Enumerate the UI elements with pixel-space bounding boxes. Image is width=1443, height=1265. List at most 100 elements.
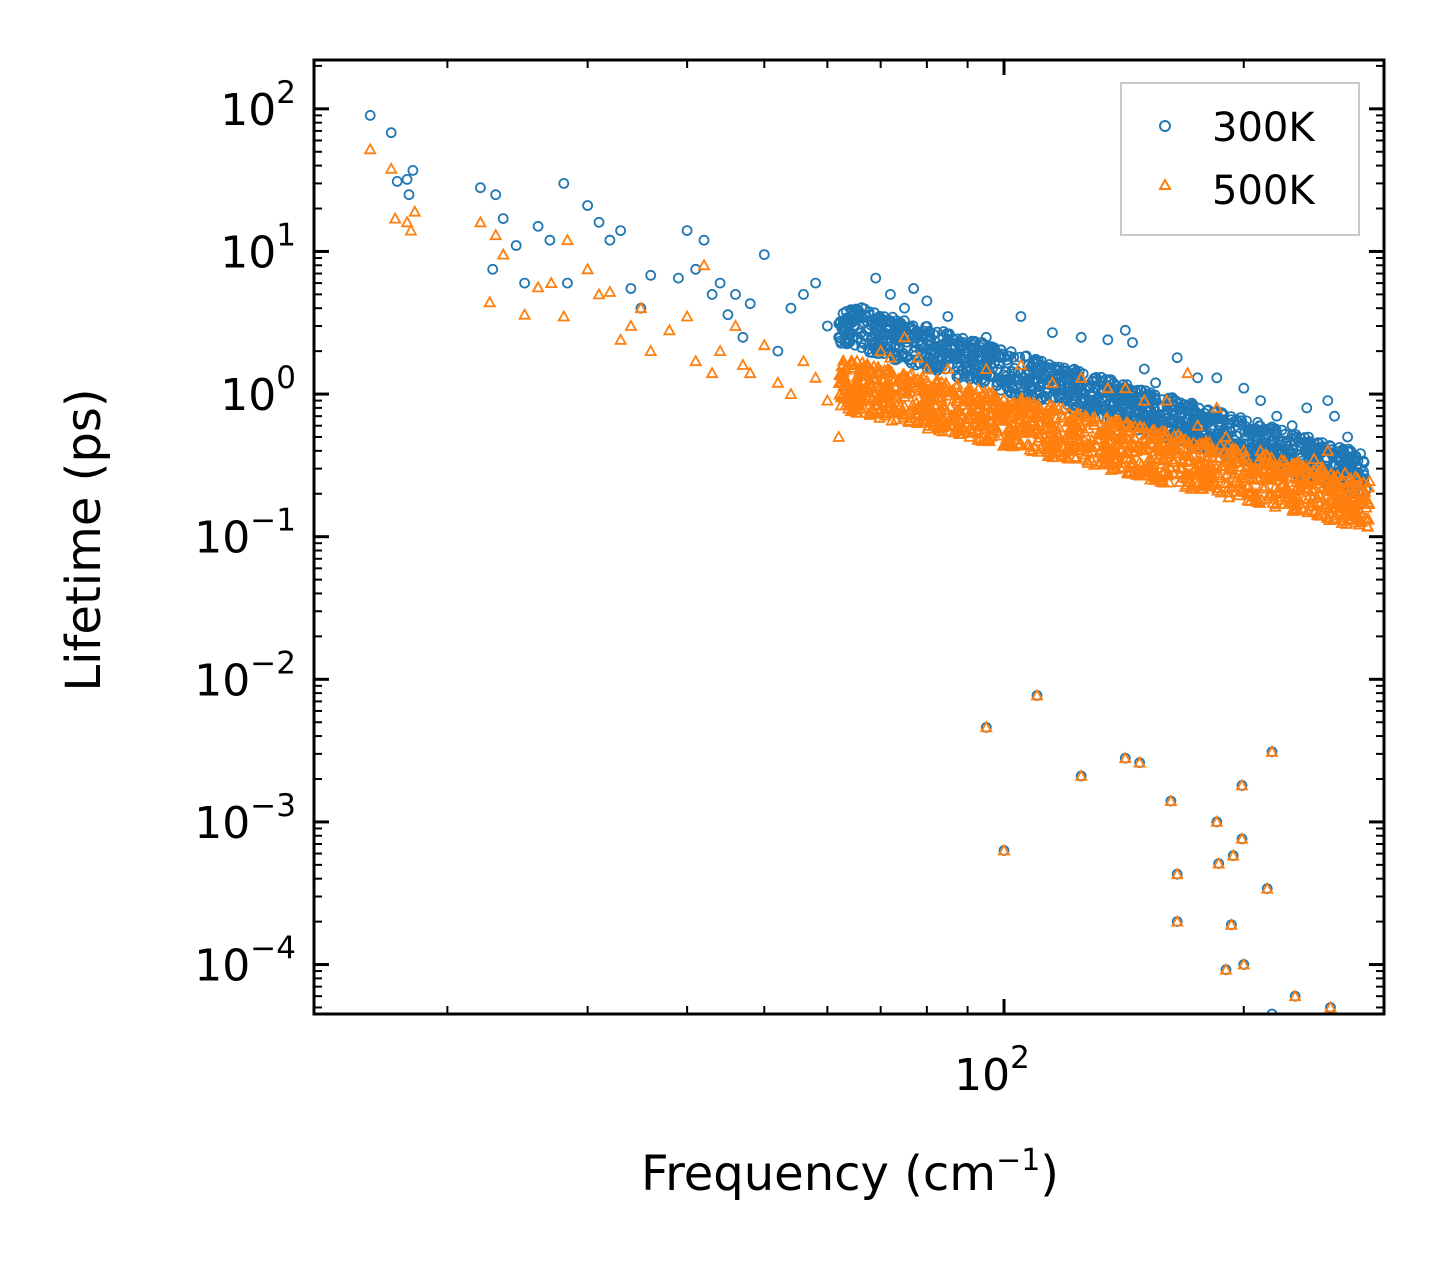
data-point-300k — [1026, 382, 1038, 394]
data-point-500k — [928, 383, 942, 395]
data-point-500k — [1108, 452, 1122, 464]
data-point-500k — [736, 358, 750, 370]
data-point-500k — [1272, 493, 1286, 505]
data-point-500k — [1310, 508, 1324, 520]
data-point-500k — [920, 374, 934, 386]
data-point-300k — [582, 200, 593, 211]
data-point-300k — [941, 342, 953, 354]
data-point-500k — [1286, 503, 1300, 516]
data-point-300k — [932, 361, 944, 373]
data-point-300k — [896, 319, 908, 331]
data-point-300k — [730, 288, 741, 300]
data-point-300k — [822, 320, 833, 332]
data-point-500k — [728, 319, 743, 331]
data-point-300k — [1102, 334, 1114, 346]
data-point-500k — [978, 405, 992, 417]
data-point-500k — [1129, 444, 1143, 456]
data-point-500k — [1003, 436, 1017, 449]
data-point-500k — [979, 362, 993, 374]
data-points — [363, 110, 1377, 1014]
data-point-500k — [842, 386, 856, 399]
data-point-500k — [1225, 457, 1239, 469]
data-point-500k — [1092, 425, 1106, 438]
legend-marker-300k — [1159, 120, 1171, 132]
y-tick-label: 10−3 — [194, 788, 296, 849]
data-point-500k — [1182, 455, 1196, 467]
data-point-500k — [1106, 440, 1120, 453]
data-point-300k — [1025, 361, 1037, 373]
data-point-500k — [935, 420, 949, 432]
data-point-500k — [962, 380, 976, 393]
data-point-300k — [1008, 351, 1020, 363]
data-point-300k — [1127, 411, 1139, 423]
data-point-300k — [510, 240, 522, 251]
data-point-500k — [1204, 446, 1218, 458]
data-point-300k — [1143, 410, 1154, 421]
data-point-500k — [938, 383, 952, 396]
data-point-500k — [1353, 483, 1368, 496]
data-point-300k — [1312, 437, 1324, 449]
data-point-300k — [544, 234, 556, 246]
data-point-500k — [984, 405, 998, 418]
data-point-500k — [1139, 437, 1153, 450]
data-point-300k — [744, 298, 756, 310]
data-point-500k — [1234, 471, 1248, 483]
data-point-500k — [922, 409, 936, 422]
data-point-300k — [981, 358, 993, 370]
data-point-300k — [1091, 398, 1103, 410]
data-point-300k — [842, 336, 854, 348]
data-point-300k — [849, 339, 861, 351]
data-point-500k — [834, 398, 848, 411]
data-point-300k — [1100, 374, 1112, 385]
data-point-300k — [1127, 337, 1138, 348]
data-point-500k — [944, 414, 958, 426]
data-point-500k — [928, 397, 942, 410]
data-point-500k — [384, 161, 398, 174]
data-point-500k — [771, 375, 785, 388]
data-point-500k — [1069, 450, 1084, 462]
data-point-500k — [473, 215, 487, 228]
data-point-300k — [1012, 374, 1024, 386]
data-point-500k — [1118, 381, 1132, 394]
data-point-300k — [1094, 397, 1106, 408]
data-point-500k — [878, 408, 892, 421]
data-point-300k — [1036, 355, 1047, 367]
data-point-500k — [820, 393, 834, 406]
data-point-500k — [1166, 452, 1180, 465]
data-point-300k — [1002, 357, 1013, 369]
data-point-500k — [920, 362, 934, 374]
data-point-500k — [1210, 401, 1224, 413]
data-point-300k — [1214, 421, 1226, 433]
data-point-500k — [1049, 436, 1064, 449]
data-point-500k — [1031, 422, 1045, 434]
data-point-300k — [991, 379, 1003, 391]
data-point-500k — [1213, 438, 1227, 451]
data-point-300k — [1322, 395, 1334, 407]
data-point-500k — [1235, 832, 1249, 844]
data-point-500k — [1157, 429, 1171, 441]
data-point-500k — [1180, 477, 1194, 490]
data-point-500k — [1101, 381, 1115, 394]
data-point-300k — [474, 182, 486, 194]
data-point-500k — [1243, 463, 1257, 476]
data-point-500k — [1303, 466, 1317, 479]
data-point-300k — [966, 339, 978, 351]
data-point-300k — [532, 220, 544, 232]
data-point-500k — [1182, 435, 1196, 448]
data-point-300k — [1108, 389, 1120, 401]
data-point-300k — [887, 327, 899, 339]
data-point-500k — [1283, 471, 1297, 484]
data-point-500k — [1357, 486, 1371, 499]
data-point-500k — [1187, 448, 1201, 460]
data-point-500k — [1138, 421, 1152, 434]
data-point-500k — [1013, 412, 1028, 425]
data-point-500k — [489, 228, 503, 241]
data-point-500k — [1268, 499, 1282, 512]
data-point-500k — [1164, 794, 1178, 806]
tick-labels: 102 101 100 10−1 10−2 10−3 10−4 102 — [194, 75, 1030, 1101]
data-point-500k — [1205, 477, 1219, 490]
data-point-500k — [907, 378, 921, 391]
data-point-500k — [1309, 473, 1323, 486]
data-point-500k — [839, 362, 853, 375]
data-point-500k — [1177, 442, 1191, 455]
